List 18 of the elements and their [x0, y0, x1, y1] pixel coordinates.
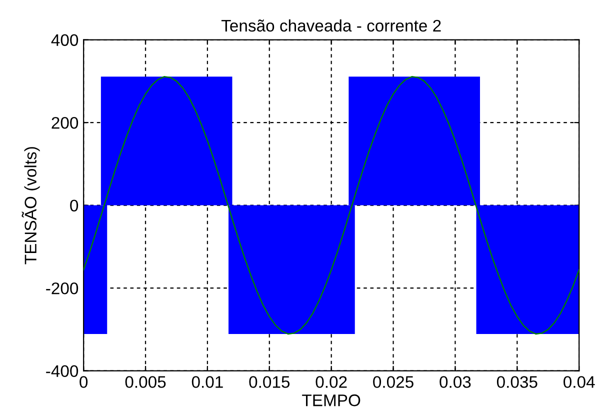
x-axis-title: TEMPO	[302, 394, 360, 406]
line-series	[84, 76, 580, 335]
x-tick-label: 0.02	[316, 376, 347, 388]
y-tick-label: 200	[52, 116, 78, 129]
y-tick-label: -400	[46, 365, 78, 378]
x-tick-label: 0.015	[249, 376, 290, 388]
x-tick-label: 0.025	[373, 376, 414, 388]
x-tick-label: 0.005	[125, 376, 166, 388]
x-tick-label: 0.04	[564, 376, 595, 388]
y-axis-title: TENSÃO (volts)	[22, 147, 40, 264]
y-tick-label: 0	[70, 200, 78, 212]
y-tick-label: 400	[51, 34, 78, 46]
x-tick-label: 0.03	[440, 376, 471, 388]
x-tick-label: 0.035	[496, 376, 538, 388]
x-tick-label: 0	[80, 376, 88, 388]
chart-title: Tensão chaveada - corrente 2	[221, 19, 441, 32]
x-tick-label: 0.01	[192, 376, 223, 388]
y-tick-label: -200	[46, 282, 78, 294]
